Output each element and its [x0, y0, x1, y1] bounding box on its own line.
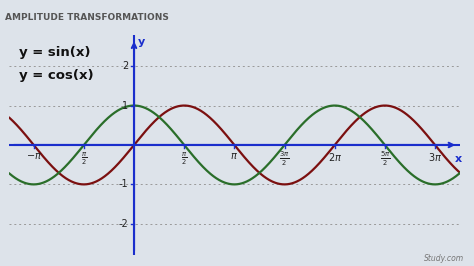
Text: $-\pi$: $-\pi$ — [26, 151, 42, 161]
Text: $\pi$: $\pi$ — [230, 151, 238, 161]
Text: -2: -2 — [118, 219, 128, 229]
Text: $\frac{\pi}{2}$: $\frac{\pi}{2}$ — [81, 150, 87, 167]
Text: x: x — [455, 154, 462, 164]
Text: y = sin(x): y = sin(x) — [19, 46, 91, 59]
Text: $3\pi$: $3\pi$ — [428, 151, 442, 163]
Text: $\frac{3\pi}{2}$: $\frac{3\pi}{2}$ — [279, 150, 290, 168]
Text: $\frac{\pi}{2}$: $\frac{\pi}{2}$ — [181, 150, 187, 167]
Text: $2\pi$: $2\pi$ — [328, 151, 342, 163]
Text: $\frac{5\pi}{2}$: $\frac{5\pi}{2}$ — [380, 150, 390, 168]
Text: AMPLITUDE TRANSFORMATIONS: AMPLITUDE TRANSFORMATIONS — [5, 13, 169, 22]
Text: Study.com: Study.com — [424, 254, 465, 263]
Text: 2: 2 — [122, 61, 128, 71]
Text: -1: -1 — [118, 179, 128, 189]
Text: y: y — [138, 36, 145, 47]
Text: 1: 1 — [122, 101, 128, 111]
Text: y = cos(x): y = cos(x) — [19, 69, 94, 82]
